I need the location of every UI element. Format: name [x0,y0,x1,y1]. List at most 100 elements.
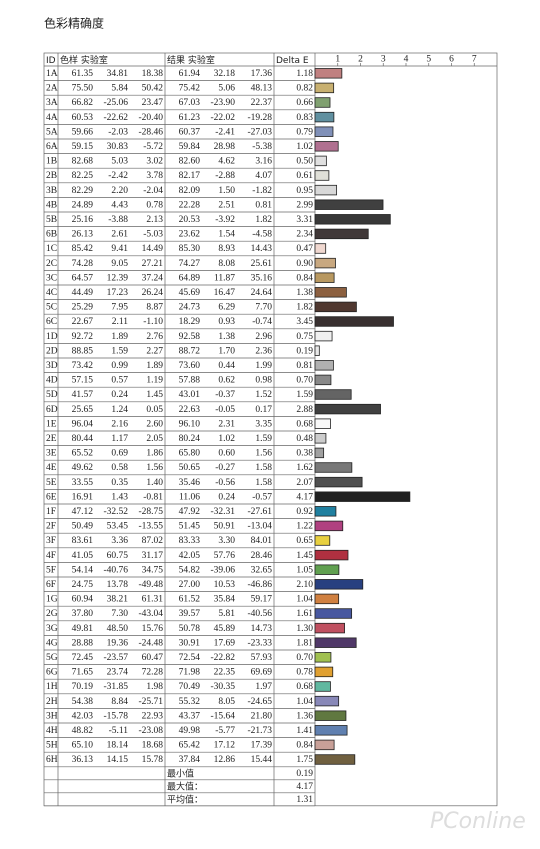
cell: -43.04 [138,609,163,619]
delta-e-bar [314,374,332,386]
cell: -0.05 [215,405,235,415]
cell: 71.65 [72,668,94,678]
cell-id: 5G [46,653,58,663]
cell: -25.06 [103,98,128,108]
cell-id: 5H [46,741,58,751]
cell: 22.63 [179,405,201,415]
cell: 2.76 [146,332,163,342]
cell: 45.69 [179,288,201,298]
cell: 15.76 [142,624,164,634]
cell: 48.13 [251,84,273,94]
cell: 48.82 [72,726,94,736]
cell: 3.02 [146,157,163,167]
cell: 7.30 [111,609,128,619]
cell: -0.37 [215,390,235,400]
cell: 5.03 [111,157,128,167]
cell: 60.37 [179,127,201,137]
cell: 2.11 [112,317,129,327]
cell: 8.87 [146,303,163,313]
delta-e-bar [314,316,394,327]
cell-id: 3C [46,273,57,283]
delta-e-bar [314,447,325,459]
cell: 1.54 [218,230,235,240]
cell: 61.52 [179,595,201,605]
cell: 6.29 [218,303,235,313]
cell: 2.34 [296,230,313,240]
cell: 14.43 [251,244,273,254]
cell: 33.55 [72,478,94,488]
delta-e-bar [314,681,331,692]
cell: 60.47 [142,653,164,663]
cell: -5.03 [143,230,163,240]
cell: 54.14 [72,565,94,575]
cell: 4.43 [111,200,128,210]
cell: -21.73 [247,726,272,736]
cell: 5.84 [111,84,128,94]
cell: 24.89 [72,200,94,210]
cell-id: 5D [46,390,58,400]
summary-value: 0.19 [296,769,313,779]
column-header: 色样 实验室 [60,54,108,66]
cell: 0.48 [296,434,313,444]
cell: -23.33 [247,638,272,648]
delta-e-bar [314,579,364,590]
delta-e-bar [314,549,349,561]
cell: 22.67 [72,317,94,327]
cell-id: 3H [46,711,58,721]
delta-e-bar [314,214,391,225]
cell: 75.50 [72,84,94,94]
cell-id: 1D [46,332,58,342]
cell: -0.57 [252,492,272,502]
cell: 2.36 [255,346,272,356]
cell: 57.93 [251,653,273,663]
delta-e-bar [314,725,348,736]
delta-e-bar [314,491,411,502]
cell: 8.05 [218,697,235,707]
cell-id: 1C [46,244,57,254]
cell: 0.78 [146,200,163,210]
cell: 0.82 [296,84,313,94]
cell: 25.29 [72,303,94,313]
cell: 0.90 [296,259,313,269]
cell: 74.27 [179,259,201,269]
cell: -5.72 [143,142,163,152]
cell: 38.21 [107,595,129,605]
cell: 0.50 [296,157,313,167]
cell-id: 2C [46,259,57,269]
delta-e-bar [314,739,335,751]
scale-tick-label: 5 [426,55,431,65]
cell: 7.95 [111,303,128,313]
cell-id: 3A [46,98,58,108]
cell-id: 6C [46,317,57,327]
cell: -2.03 [108,127,128,137]
cell: 61.35 [72,69,94,79]
cell: 54.82 [179,565,201,575]
delta-e-bar [314,695,340,707]
cell: -39.06 [210,565,235,575]
cell: 82.68 [72,157,94,167]
cell: 3.36 [111,536,128,546]
cell: 17.39 [251,741,273,751]
cell: 8.84 [111,697,128,707]
cell: 1.89 [146,361,163,371]
cell: 1.89 [111,332,128,342]
cell: 23.62 [179,230,201,240]
delta-e-bar [314,535,331,546]
cell: 1.56 [255,449,272,459]
cell: -4.58 [252,230,272,240]
cell: -5.77 [215,726,235,736]
cell: 70.49 [179,682,201,692]
cell: 28.98 [214,142,236,152]
cell: 26.24 [142,288,164,298]
cell: 18.68 [142,741,164,751]
cell: 50.42 [142,84,164,94]
cell: -23.90 [210,98,235,108]
cell: 65.52 [72,449,94,459]
cell: 12.86 [214,755,236,765]
cell: 83.33 [179,536,201,546]
cell-id: 3E [46,449,57,459]
summary-value: 1.31 [296,795,313,805]
cell-id: 6H [46,755,58,765]
cell: 50.49 [72,522,94,532]
cell: 49.81 [72,624,94,634]
